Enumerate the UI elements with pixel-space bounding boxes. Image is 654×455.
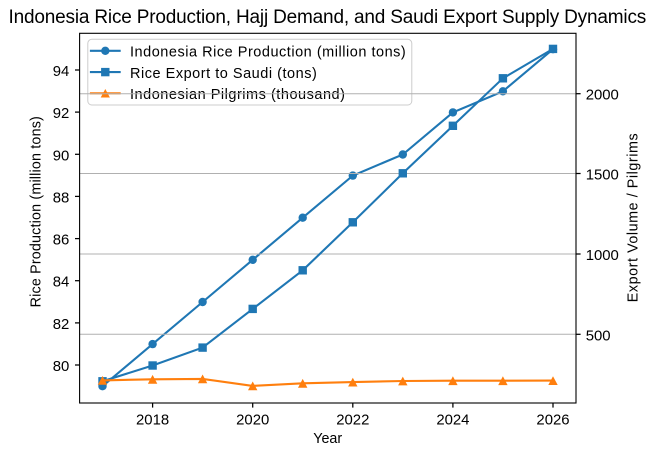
svg-text:500: 500 <box>586 328 611 344</box>
svg-text:2020: 2020 <box>236 412 269 428</box>
svg-text:94: 94 <box>53 64 70 80</box>
svg-text:1500: 1500 <box>586 168 619 184</box>
svg-text:88: 88 <box>53 190 70 206</box>
svg-text:2000: 2000 <box>586 88 619 104</box>
svg-text:Indonesia Rice Production (mil: Indonesia Rice Production (million tons) <box>130 45 406 61</box>
svg-text:90: 90 <box>53 148 70 164</box>
svg-text:Export Volume / Pilgrims: Export Volume / Pilgrims <box>625 133 641 302</box>
svg-text:1000: 1000 <box>586 248 619 264</box>
svg-text:Year: Year <box>313 431 342 447</box>
svg-text:84: 84 <box>53 275 70 291</box>
svg-text:2026: 2026 <box>536 412 569 428</box>
svg-text:80: 80 <box>53 359 70 375</box>
svg-text:Rice Production (million tons): Rice Production (million tons) <box>28 116 44 307</box>
svg-text:Indonesia Rice Production, Haj: Indonesia Rice Production, Hajj Demand, … <box>8 7 646 28</box>
svg-text:2022: 2022 <box>336 412 369 428</box>
svg-text:Rice Export to Saudi (tons): Rice Export to Saudi (tons) <box>130 66 317 82</box>
svg-text:86: 86 <box>53 233 70 249</box>
svg-text:2018: 2018 <box>136 412 169 428</box>
svg-text:92: 92 <box>53 106 70 122</box>
svg-text:2024: 2024 <box>436 412 469 428</box>
svg-text:82: 82 <box>53 317 70 333</box>
svg-text:Indonesian Pilgrims (thousand): Indonesian Pilgrims (thousand) <box>130 87 346 103</box>
